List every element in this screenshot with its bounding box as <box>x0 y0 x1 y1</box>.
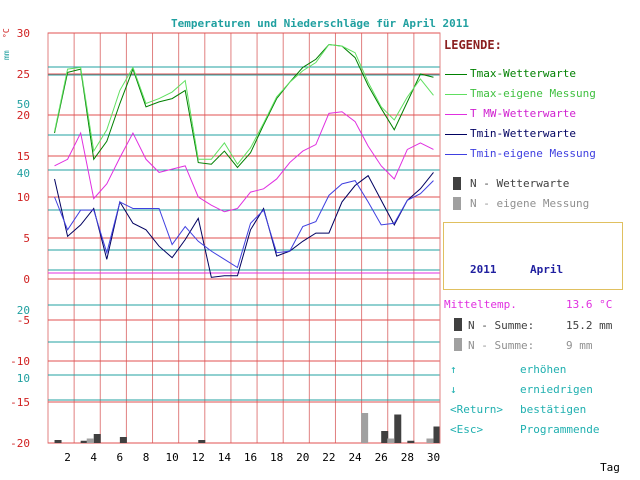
x-tick-label: 30 <box>427 451 440 464</box>
precip-tick-label: 40 <box>17 167 30 180</box>
temp-tick-label: -20 <box>10 437 30 450</box>
n-summe-ww-value: 15.2 mm <box>566 319 613 332</box>
temp-tick-label: 5 <box>23 232 30 245</box>
precip-bar <box>426 438 434 443</box>
help-increase: erhöhen <box>520 363 567 376</box>
legend-label: N - eigene Messung <box>470 197 590 210</box>
x-tick-label: 16 <box>244 451 257 464</box>
legend-item-n-ww: N - Wetterwarte <box>442 177 624 191</box>
legend-label: Tmin-Wetterwarte <box>470 127 576 140</box>
legend-item-tmax-ww: Tmax-Wetterwarte <box>442 67 624 81</box>
legend-swatch <box>445 114 467 115</box>
temp-unit-label: °C <box>2 28 11 38</box>
precip-bar <box>198 440 206 443</box>
date-month[interactable]: April <box>530 263 564 276</box>
legend-item-tmin-ww: Tmin-Wetterwarte <box>442 127 624 141</box>
date-box: 2011 April <box>443 222 623 290</box>
temp-tick-label: 15 <box>17 150 30 163</box>
n-summe-ww-swatch <box>454 318 462 331</box>
temp-tick-label: 10 <box>17 191 30 204</box>
temp-tick-label: 0 <box>23 273 30 286</box>
x-tick-label: 8 <box>143 451 150 464</box>
temp-tick-label: -5 <box>17 314 30 327</box>
legend-swatch <box>453 197 461 210</box>
n-summe-eigen-swatch <box>454 338 462 351</box>
precip-unit-label: mm <box>2 50 11 60</box>
legend-swatch <box>445 154 467 155</box>
series-line <box>54 111 434 213</box>
help-confirm: bestätigen <box>520 403 587 416</box>
legend-swatch <box>453 177 461 190</box>
precip-tick-label: 20 <box>17 304 30 317</box>
legend-item-tmax-eigen: Tmax-eigene Messung <box>442 87 624 101</box>
help-exit: Programmende <box>520 423 600 436</box>
legend-item-tmin-eigen: Tmin-eigene Messung <box>442 147 624 161</box>
x-tick-label: 4 <box>90 451 97 464</box>
help-decrease: erniedrigen <box>520 383 593 396</box>
legend-swatch <box>445 134 467 135</box>
precip-bar <box>93 434 101 443</box>
precip-bar <box>381 431 389 443</box>
temp-tick-label: 30 <box>17 27 30 40</box>
legend-label: Tmax-eigene Messung <box>470 87 596 100</box>
precip-bar <box>394 414 402 443</box>
legend-item-n-eigen: N - eigene Messung <box>442 197 624 211</box>
series-line <box>54 172 434 278</box>
legend-item-tmw-ww: T MW-Wetterwarte <box>442 107 624 121</box>
n-summe-ww-label: N - Summe: <box>468 319 535 332</box>
temp-tick-label: 20 <box>17 109 30 122</box>
series-line <box>54 180 434 269</box>
x-tick-label: 24 <box>348 451 362 464</box>
esc-key[interactable]: <Esc> <box>450 423 484 436</box>
temp-tick-label: 25 <box>17 68 30 81</box>
temp-tick-label: -10 <box>10 355 30 368</box>
precip-tick-label: 50 <box>17 98 30 111</box>
x-tick-label: 18 <box>270 451 283 464</box>
mitteltemp-label: Mitteltemp. <box>444 298 517 311</box>
precip-bar <box>80 440 88 443</box>
side-panel: LEGENDE: Tmax-Wetterwarte Tmax-eigene Me… <box>442 32 624 442</box>
x-tick-label: 20 <box>296 451 309 464</box>
legend-label: T MW-Wetterwarte <box>470 107 576 120</box>
precip-bar <box>407 440 415 443</box>
x-tick-label: 22 <box>322 451 335 464</box>
legend-swatch <box>445 94 467 95</box>
x-tick-label: 12 <box>192 451 205 464</box>
down-arrow-icon[interactable]: ↓ <box>450 383 457 396</box>
date-year[interactable]: 2011 <box>470 263 497 276</box>
temp-tick-label: -15 <box>10 396 30 409</box>
chart-title: Temperaturen und Niederschläge für April… <box>170 17 469 30</box>
x-axis-label: Tag <box>600 461 620 474</box>
precip-bar <box>86 438 94 443</box>
precip-bar <box>387 438 395 443</box>
x-tick-label: 26 <box>375 451 388 464</box>
series-line <box>54 43 434 169</box>
legend-swatch <box>445 74 467 75</box>
x-tick-label: 14 <box>218 451 232 464</box>
legend-label: Tmax-Wetterwarte <box>470 67 576 80</box>
precip-bar <box>433 426 441 443</box>
legend-title: LEGENDE: <box>444 38 502 52</box>
series-line <box>54 43 434 166</box>
precip-bar <box>361 413 369 443</box>
return-key[interactable]: <Return> <box>450 403 503 416</box>
mitteltemp-value: 13.6 °C <box>566 298 613 311</box>
legend-label: N - Wetterwarte <box>470 177 570 190</box>
precip-bar <box>54 440 62 443</box>
x-tick-label: 2 <box>64 451 71 464</box>
up-arrow-icon[interactable]: ↑ <box>450 363 457 376</box>
n-summe-eigen-value: 9 mm <box>566 339 593 352</box>
precip-tick-label: 10 <box>17 372 30 385</box>
legend-label: Tmin-eigene Messung <box>470 147 596 160</box>
x-tick-label: 28 <box>401 451 414 464</box>
precip-bar <box>119 437 127 443</box>
n-summe-eigen-label: N - Summe: <box>468 339 535 352</box>
x-tick-label: 10 <box>166 451 179 464</box>
x-tick-label: 6 <box>117 451 124 464</box>
